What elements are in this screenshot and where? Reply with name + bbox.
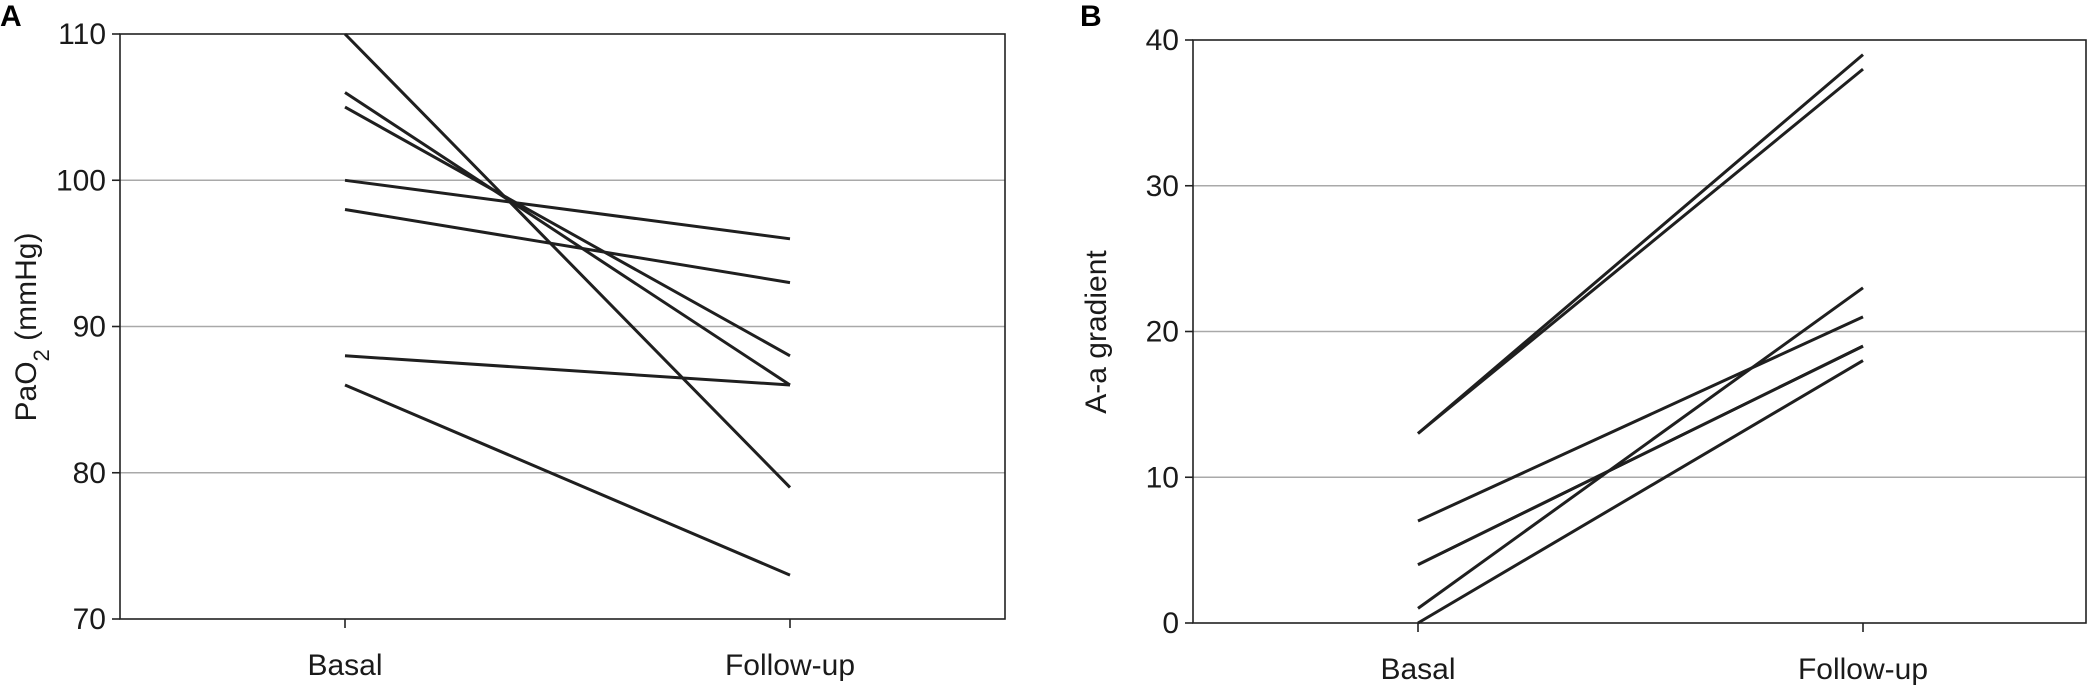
panel-a-series-line-2: [344, 91, 791, 387]
panel-a-series-line-1: [343, 32, 792, 489]
panel-a: A 70 80 90 100 110 Basal Follow-up PaO2 (mmHg): [0, 0, 1006, 682]
panel-b: B 0 10 20 30 40 Basal Follow-up A-a gradient: [1080, 0, 2087, 686]
panel-a-y-axis-title-unit: (mmHg): [10, 233, 43, 350]
panel-a-y-tick-label: 80: [73, 457, 106, 490]
panel-a-y-axis-title: PaO2 (mmHg): [10, 233, 54, 422]
panel-a-y-tick-label: 110: [58, 18, 106, 51]
panel-b-series-line-5: [1417, 344, 1864, 567]
panel-b-series-line-6: [1417, 286, 1864, 610]
panel-b-y-tick-label: 40: [1146, 24, 1179, 57]
panel-a-label: A: [0, 0, 22, 33]
panel-b-series-line-2: [1417, 67, 1864, 435]
panel-b-x-tick-label: Basal: [1380, 653, 1455, 686]
panel-a-y-tick-label: 70: [73, 603, 106, 636]
panel-b-y-tick-label: 0: [1162, 607, 1179, 640]
panel-a-series-line-7: [344, 383, 791, 577]
panel-b-y-tick-label: 10: [1146, 461, 1179, 494]
panel-b-y-tick-label: 30: [1146, 170, 1179, 203]
panel-b-series-line-3: [1417, 315, 1864, 523]
panel-a-series-line-4: [344, 178, 791, 241]
panel-a-series-line-5: [344, 208, 791, 285]
panel-a-y-axis-title-subscript: 2: [29, 349, 54, 361]
panel-b-series-line-1: [1417, 53, 1864, 435]
panel-a-x-tick-label: Follow-up: [725, 649, 855, 682]
panel-a-x-tick-label: Basal: [307, 649, 382, 682]
panel-a-y-tick-label: 90: [73, 311, 106, 344]
panel-b-label: B: [1080, 0, 1102, 33]
panel-a-y-tick-label: 100: [56, 164, 106, 197]
panel-b-y-tick-label: 20: [1146, 316, 1179, 349]
panel-a-series-line-6: [344, 354, 791, 387]
panel-b-x-tick-label: Follow-up: [1798, 653, 1928, 686]
panel-a-series-line-3: [344, 105, 791, 358]
panel-b-series-line-7: [1417, 359, 1864, 625]
panel-b-y-axis-title: A-a gradient: [1080, 250, 1113, 414]
panel-a-y-axis-title-main: PaO: [10, 361, 43, 421]
